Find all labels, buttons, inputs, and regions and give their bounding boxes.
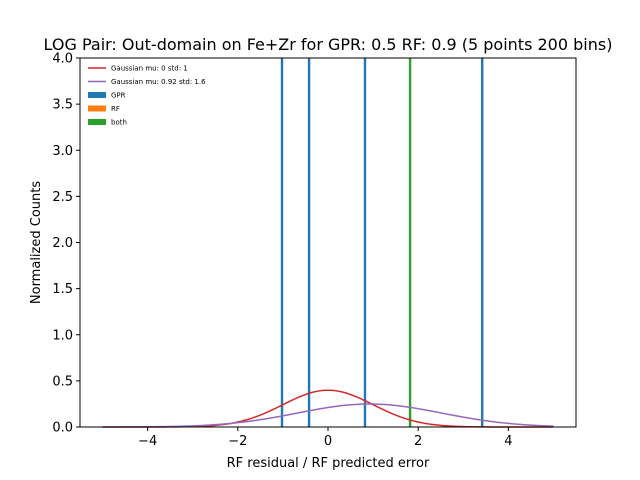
y-tick-label: 0.5 <box>52 374 73 389</box>
plot-frame <box>79 57 577 428</box>
legend-label-gpr: GPR <box>111 92 126 100</box>
legend-label-gaussian-mu-0-std-1: Gaussian mu: 0 std: 1 <box>111 65 188 73</box>
y-axis-label: Normalized Counts <box>29 181 44 304</box>
legend-label-rf: RF <box>111 105 120 113</box>
y-tick-label: 0.0 <box>52 421 73 436</box>
y-tick-label: 2.0 <box>52 236 73 251</box>
legend-swatch-rf <box>88 105 106 112</box>
x-axis-label: RF residual / RF predicted error <box>227 456 430 471</box>
bar-gpr-1 <box>307 58 311 427</box>
x-tick-label: −2 <box>228 434 247 449</box>
y-tick-label: 1.0 <box>52 328 73 343</box>
bar-gpr-2 <box>363 58 367 427</box>
legend-label-gaussian-mu-0-92-std-1-6: Gaussian mu: 0.92 std: 1.6 <box>111 78 206 86</box>
gaussian-curve-2 <box>102 403 554 428</box>
y-tick-label: 2.5 <box>52 190 73 205</box>
plot-area: −4 −2 0 2 4 0.0 0.5 1.0 1.5 2.0 2.5 3.0 3.5 4.0 <box>52 52 577 449</box>
y-tick-label: 4.0 <box>52 52 73 67</box>
bar-both-4 <box>408 58 412 427</box>
bar-gpr-0 <box>280 58 284 427</box>
y-tick-label: 3.0 <box>52 144 73 159</box>
y-tick-label: 3.5 <box>52 98 73 113</box>
legend: Gaussian mu: 0 std: 1 Gaussian mu: 0.92 s… <box>88 65 206 127</box>
y-tick-label: 1.5 <box>52 282 73 297</box>
legend-swatch-both <box>88 119 106 125</box>
x-tick-label: −4 <box>138 434 157 449</box>
chart-title: LOG Pair: Out-domain on Fe+Zr for GPR: 0… <box>44 35 613 54</box>
bar-gpr-3 <box>481 58 484 427</box>
x-tick-label: 4 <box>504 434 512 449</box>
x-tick-label: 0 <box>324 434 332 449</box>
legend-label-both: both <box>111 119 127 127</box>
x-tick-label: 2 <box>414 434 422 449</box>
legend-swatch-gpr <box>88 92 106 98</box>
